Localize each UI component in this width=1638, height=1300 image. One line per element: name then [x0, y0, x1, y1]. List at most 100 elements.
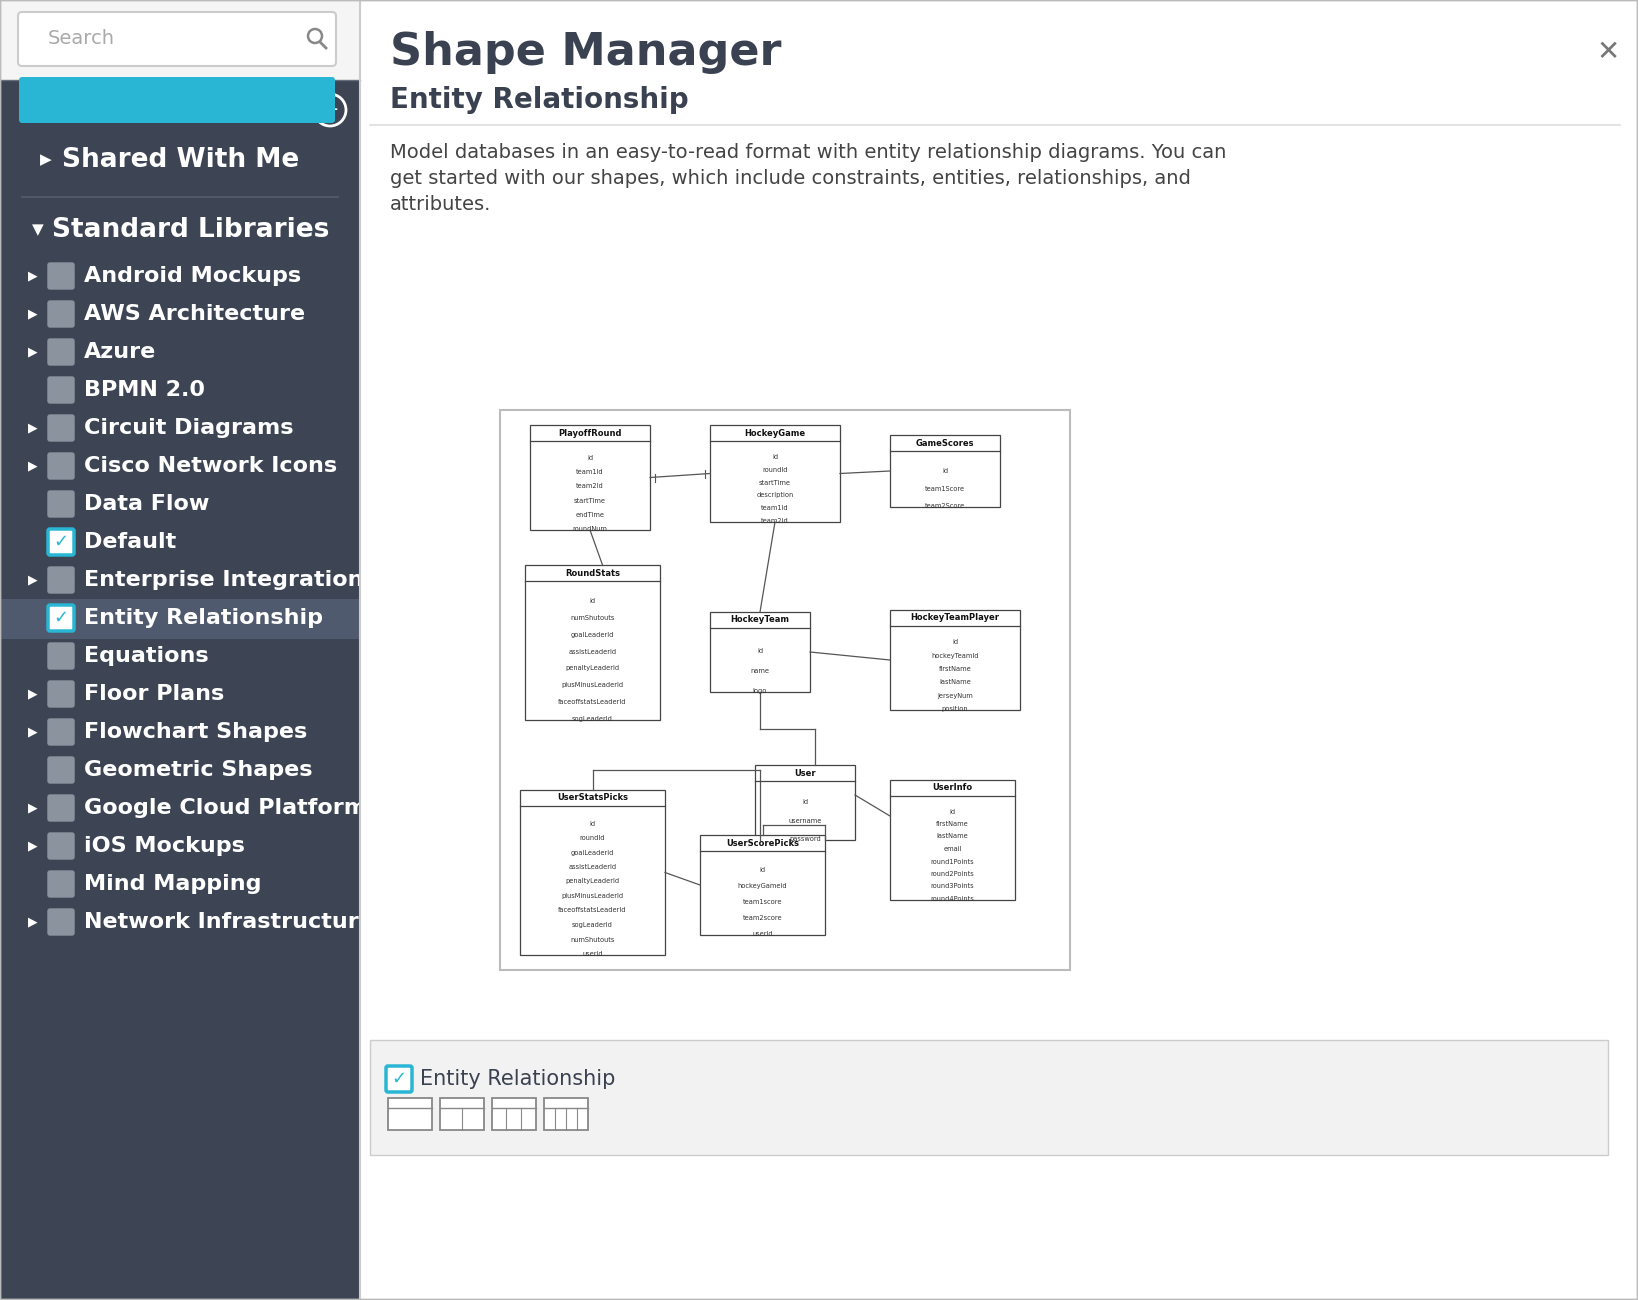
Text: password: password: [790, 836, 821, 842]
FancyBboxPatch shape: [0, 0, 360, 81]
Text: Google Cloud Platform: Google Cloud Platform: [84, 798, 367, 818]
FancyBboxPatch shape: [441, 1098, 483, 1130]
Text: id: id: [590, 598, 596, 604]
Text: Entity Relationship: Entity Relationship: [419, 1069, 616, 1089]
Text: Shape Manager: Shape Manager: [390, 30, 781, 74]
Text: ▶: ▶: [28, 802, 38, 815]
Text: get started with our shapes, which include constraints, entities, relationships,: get started with our shapes, which inclu…: [390, 169, 1191, 187]
Text: team2score: team2score: [742, 915, 783, 920]
Text: ✓: ✓: [54, 608, 69, 627]
Text: ▶: ▶: [39, 103, 52, 117]
Text: roundNum: roundNum: [573, 526, 608, 532]
FancyBboxPatch shape: [48, 529, 74, 555]
Text: HockeyGame: HockeyGame: [744, 429, 806, 438]
Text: firstName: firstName: [937, 822, 968, 827]
FancyBboxPatch shape: [48, 719, 74, 745]
Text: Import: Import: [141, 43, 215, 61]
Text: Entity Relationship: Entity Relationship: [390, 86, 688, 114]
Text: numShutouts: numShutouts: [570, 615, 614, 621]
Text: goalLeaderId: goalLeaderId: [570, 849, 614, 855]
FancyBboxPatch shape: [699, 835, 826, 935]
Text: Entity Relationship: Entity Relationship: [84, 608, 323, 628]
Text: email: email: [943, 846, 962, 852]
Text: lastName: lastName: [937, 833, 968, 840]
Text: team2Score: team2Score: [925, 503, 965, 510]
Text: team1Score: team1Score: [925, 486, 965, 491]
FancyBboxPatch shape: [48, 377, 74, 403]
Text: User: User: [794, 768, 816, 777]
FancyBboxPatch shape: [709, 425, 840, 523]
Text: id: id: [760, 867, 765, 874]
FancyBboxPatch shape: [48, 644, 74, 670]
Text: Mind Mapping: Mind Mapping: [84, 874, 262, 894]
FancyBboxPatch shape: [48, 796, 74, 822]
Text: startTime: startTime: [573, 498, 606, 503]
Text: attributes.: attributes.: [390, 195, 491, 213]
Text: PlayoffRound: PlayoffRound: [559, 429, 622, 438]
Text: ▶: ▶: [28, 346, 38, 359]
Text: firstName: firstName: [939, 666, 971, 672]
Text: id: id: [590, 820, 596, 827]
FancyBboxPatch shape: [18, 12, 336, 66]
FancyBboxPatch shape: [48, 452, 74, 478]
FancyBboxPatch shape: [0, 81, 360, 1300]
Text: team1score: team1score: [742, 900, 783, 905]
FancyBboxPatch shape: [519, 790, 665, 956]
Text: ▶: ▶: [28, 725, 38, 738]
Text: id: id: [950, 809, 955, 815]
Text: round4Points: round4Points: [930, 896, 975, 902]
FancyBboxPatch shape: [889, 780, 1016, 900]
FancyBboxPatch shape: [387, 1066, 413, 1092]
FancyBboxPatch shape: [500, 410, 1070, 970]
Text: logo: logo: [753, 688, 767, 694]
Text: ▶: ▶: [28, 688, 38, 701]
Text: Floor Plans: Floor Plans: [84, 684, 224, 705]
FancyBboxPatch shape: [491, 1098, 536, 1130]
Text: ▶: ▶: [28, 573, 38, 586]
Text: description: description: [757, 493, 794, 498]
Text: startTime: startTime: [758, 480, 791, 485]
Text: lastName: lastName: [939, 680, 971, 685]
FancyBboxPatch shape: [0, 599, 360, 640]
Text: HockeyTeamPlayer: HockeyTeamPlayer: [911, 614, 999, 623]
Text: Equations: Equations: [84, 646, 208, 666]
Text: Search: Search: [48, 30, 115, 48]
Text: Flowchart Shapes: Flowchart Shapes: [84, 722, 308, 742]
Text: Network Infrastructure: Network Infrastructure: [84, 913, 373, 932]
FancyBboxPatch shape: [544, 1098, 588, 1130]
Text: plusMinusLeaderId: plusMinusLeaderId: [562, 682, 624, 688]
Text: ▼: ▼: [33, 222, 44, 238]
Text: ▶: ▶: [28, 915, 38, 928]
FancyBboxPatch shape: [360, 0, 1638, 1300]
Text: position: position: [942, 706, 968, 712]
Text: team1Id: team1Id: [762, 506, 790, 511]
Text: UserScorePicks: UserScorePicks: [726, 838, 799, 848]
Text: roundId: roundId: [580, 835, 606, 841]
Text: round1Points: round1Points: [930, 858, 975, 864]
Text: userId: userId: [581, 952, 603, 957]
Text: Model databases in an easy-to-read format with entity relationship diagrams. You: Model databases in an easy-to-read forma…: [390, 143, 1227, 161]
Text: team2Id: team2Id: [577, 484, 604, 490]
Text: My Libraries: My Libraries: [62, 98, 246, 124]
Text: Circuit Diagrams: Circuit Diagrams: [84, 419, 293, 438]
FancyBboxPatch shape: [48, 302, 74, 328]
Text: faceoffstatsLeaderId: faceoffstatsLeaderId: [559, 699, 627, 705]
Text: team2Id: team2Id: [762, 517, 790, 524]
Text: id: id: [771, 454, 778, 460]
FancyBboxPatch shape: [48, 909, 74, 935]
Text: hockeyGameId: hockeyGameId: [737, 883, 788, 889]
Text: id: id: [942, 468, 948, 474]
Text: id: id: [757, 647, 763, 654]
Text: team1Id: team1Id: [577, 469, 604, 476]
FancyBboxPatch shape: [889, 436, 1001, 507]
Text: sogLeaderId: sogLeaderId: [572, 716, 613, 722]
Text: plusMinusLeaderId: plusMinusLeaderId: [562, 893, 624, 900]
FancyBboxPatch shape: [48, 339, 74, 365]
Text: id: id: [586, 455, 593, 461]
Text: RoundStats: RoundStats: [565, 568, 621, 577]
Text: Azure: Azure: [84, 342, 156, 361]
Text: ▶: ▶: [28, 840, 38, 853]
FancyBboxPatch shape: [48, 263, 74, 289]
Text: ✓: ✓: [391, 1070, 406, 1088]
Text: ▶: ▶: [28, 459, 38, 472]
